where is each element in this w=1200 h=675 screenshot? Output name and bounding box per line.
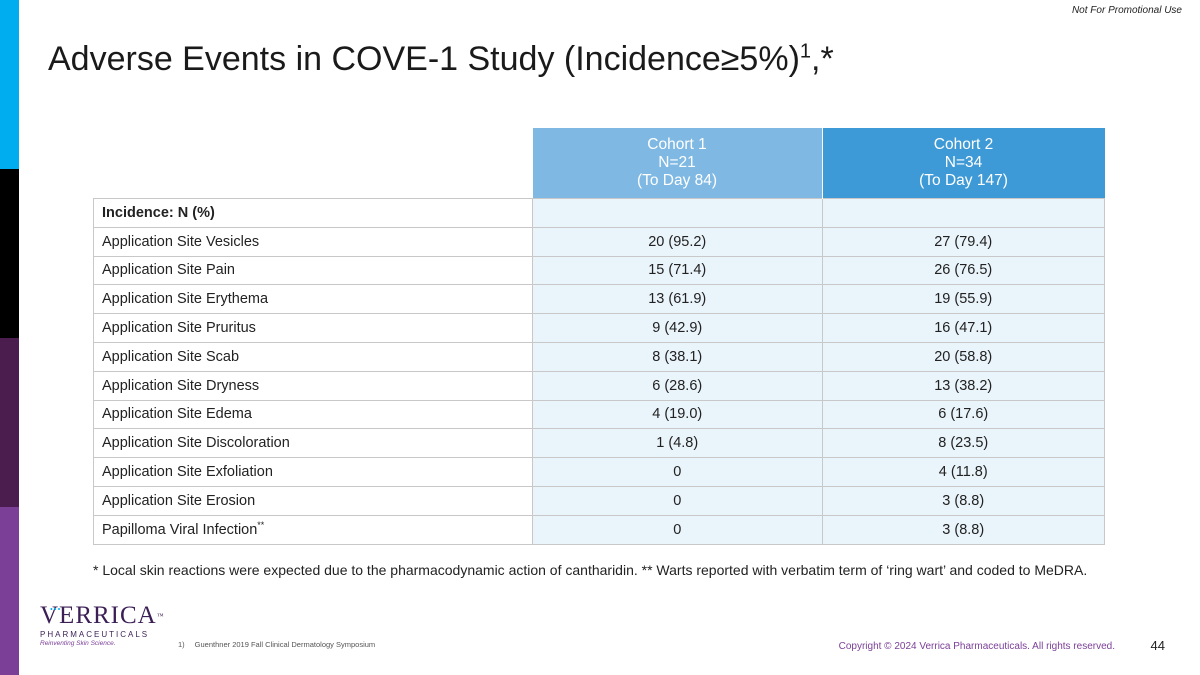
event-label: Application Site Pruritus xyxy=(93,313,533,343)
cohort-2-n: N=34 xyxy=(944,154,983,171)
cohort-2-period: (To Day 147) xyxy=(919,172,1008,189)
event-label: Application Site Edema xyxy=(93,399,533,430)
table-footnote: * Local skin reactions were expected due… xyxy=(93,562,1088,578)
accent-stripe-black xyxy=(0,169,19,338)
logo-subtitle: PHARMACEUTICALS xyxy=(40,630,150,639)
table-row: Papilloma Viral Infection** 0 3 (8.8) xyxy=(93,514,1105,545)
accent-stripe-cyan xyxy=(0,0,19,169)
logo-trademark: ™ xyxy=(156,612,165,620)
table-row: Application Site Edema 4 (19.0) 6 (17.6) xyxy=(93,399,1105,430)
table-header-row: Cohort 1 N=21 (To Day 84) Cohort 2 N=34 … xyxy=(94,128,1105,199)
table-row: Application Site Discoloration 1 (4.8) 8… xyxy=(93,428,1105,459)
table-row: Application Site Exfoliation 0 4 (11.8) xyxy=(93,457,1105,487)
title-suffix: ,* xyxy=(811,40,834,78)
page-number: 44 xyxy=(1150,638,1165,653)
event-label: Application Site Erosion xyxy=(93,485,533,516)
reference-note: 1) Guenthner 2019 Fall Clinical Dermatolo… xyxy=(178,640,375,649)
table-row: Application Site Pruritus 9 (42.9) 16 (4… xyxy=(93,313,1105,343)
event-label: Application Site Pain xyxy=(93,255,533,286)
table-row: Application Site Erosion 0 3 (8.8) xyxy=(93,485,1105,516)
cohort-1-value: 8 (38.1) xyxy=(532,341,823,372)
cohort-2-value: 13 (38.2) xyxy=(821,370,1105,401)
cohort-1-period: (To Day 84) xyxy=(636,172,718,189)
cohort-1-value: 13 (61.9) xyxy=(532,284,823,315)
cohort-2-value: 4 (11.8) xyxy=(821,457,1105,487)
cohort-2-value: 3 (8.8) xyxy=(821,485,1105,516)
event-label: Application Site Discoloration xyxy=(93,428,533,459)
cohort-1-value: 0 xyxy=(532,485,823,516)
copyright-notice: Copyright © 2024 Verrica Pharmaceuticals… xyxy=(838,641,1115,652)
cohort-2-value: 8 (23.5) xyxy=(821,428,1105,459)
cohort-2-value: 3 (8.8) xyxy=(821,514,1105,545)
cohort-2-value: 16 (47.1) xyxy=(821,313,1105,343)
event-label-cell: Papilloma Viral Infection** xyxy=(93,514,533,545)
table-row: Application Site Pain 15 (71.4) 26 (76.5… xyxy=(93,255,1105,286)
event-label: Application Site Erythema xyxy=(93,284,533,315)
event-label: Papilloma Viral Infection xyxy=(102,521,258,538)
title-reference-mark: 1 xyxy=(799,40,812,63)
section-empty-cell xyxy=(821,198,1105,228)
header-blank-cell xyxy=(94,128,533,199)
cohort-1-value: 15 (71.4) xyxy=(532,255,823,286)
promo-notice: Not For Promotional Use xyxy=(1071,5,1182,16)
event-label: Application Site Exfoliation xyxy=(93,457,533,487)
cohort-2-value: 20 (58.8) xyxy=(821,341,1105,372)
section-label: Incidence: N (%) xyxy=(93,198,533,228)
cohort-1-value: 0 xyxy=(532,514,823,545)
cohort-2-value: 27 (79.4) xyxy=(821,226,1105,257)
logo-tagline: Reinventing Skin Science. xyxy=(40,640,116,647)
event-label: Application Site Vesicles xyxy=(93,226,533,257)
accent-stripe-purple xyxy=(0,507,19,675)
section-empty-cell xyxy=(532,198,823,228)
event-label: Application Site Scab xyxy=(93,341,533,372)
adverse-events-table: Cohort 1 N=21 (To Day 84) Cohort 2 N=34 … xyxy=(93,128,1105,545)
cohort-2-value: 19 (55.9) xyxy=(821,284,1105,315)
event-label-superscript: ** xyxy=(257,519,265,530)
cohort-1-value: 20 (95.2) xyxy=(532,226,823,257)
event-label: Application Site Dryness xyxy=(93,370,533,401)
cohort-1-n: N=21 xyxy=(658,154,696,171)
table-row: Application Site Dryness 6 (28.6) 13 (38… xyxy=(93,370,1105,401)
column-header-cohort-2: Cohort 2 N=34 (To Day 147) xyxy=(822,128,1105,199)
cohort-1-value: 9 (42.9) xyxy=(532,313,823,343)
table-row: Application Site Scab 8 (38.1) 20 (58.8) xyxy=(93,341,1105,372)
cohort-1-value: 6 (28.6) xyxy=(532,370,823,401)
slide-title-text: Adverse Events in COVE-1 Study (Incidenc… xyxy=(48,40,800,78)
reference-text: Guenthner 2019 Fall Clinical Dermatology… xyxy=(194,640,376,649)
cohort-1-value: 0 xyxy=(532,457,823,487)
logo-name: VERRICA xyxy=(40,602,157,629)
cohort-2-name: Cohort 2 xyxy=(933,136,994,153)
slide-title: Adverse Events in COVE-1 Study (Incidenc… xyxy=(48,40,834,79)
cohort-1-name: Cohort 1 xyxy=(647,136,707,153)
cohort-1-value: 1 (4.8) xyxy=(532,428,823,459)
section-row: Incidence: N (%) xyxy=(93,198,1105,228)
accent-stripe-plum xyxy=(0,338,19,507)
column-header-cohort-1: Cohort 1 N=21 (To Day 84) xyxy=(532,128,823,199)
table-row: Application Site Vesicles 20 (95.2) 27 (… xyxy=(93,226,1105,257)
cohort-2-value: 26 (76.5) xyxy=(821,255,1105,286)
cohort-1-value: 4 (19.0) xyxy=(532,399,823,430)
table-row: Application Site Erythema 13 (61.9) 19 (… xyxy=(93,284,1105,315)
cohort-2-value: 6 (17.6) xyxy=(821,399,1105,430)
logo-wordmark: ••• VERRICA™ xyxy=(40,603,164,629)
logo-dots-icon: ••• xyxy=(50,605,62,614)
company-logo: ••• VERRICA™ PHARMACEUTICALS Reinventing … xyxy=(40,603,164,648)
reference-number: 1) xyxy=(178,640,185,649)
